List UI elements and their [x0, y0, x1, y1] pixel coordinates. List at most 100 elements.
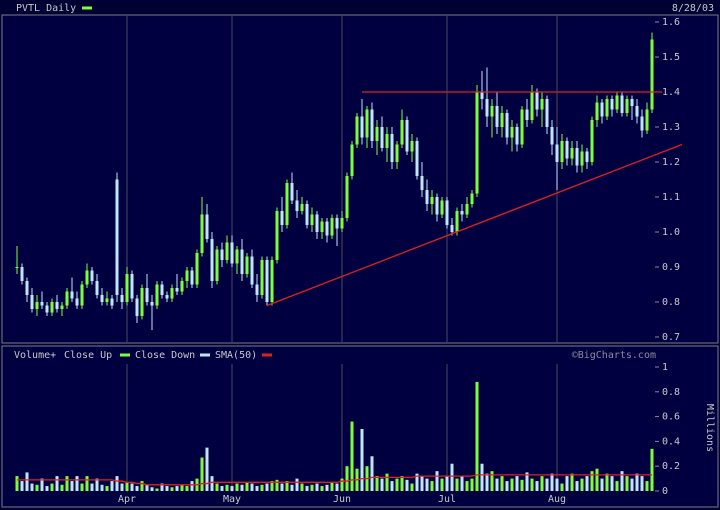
candle-body [445, 200, 449, 225]
candle-body [20, 267, 24, 281]
x-tick-label: Jun [333, 494, 351, 505]
candle-body [50, 302, 54, 313]
candle-body [385, 134, 389, 148]
volume-bar [30, 483, 34, 491]
candle-body [540, 99, 544, 110]
volume-bar [520, 479, 524, 491]
x-tick-label: Aug [548, 494, 566, 505]
candle-body [285, 183, 289, 225]
volume-bar [400, 476, 404, 491]
candle-body [160, 284, 164, 295]
volume-bar [225, 484, 229, 491]
volume-bar [610, 476, 614, 491]
volume-bar [435, 471, 439, 491]
candle-body [550, 127, 554, 145]
volume-bar [300, 483, 304, 491]
candle-body [525, 109, 529, 120]
candle-body [315, 214, 319, 232]
candle-body [230, 242, 234, 264]
candle-body [565, 141, 569, 159]
chart-title: PVTL Daily [16, 3, 76, 14]
candle-body [65, 291, 69, 306]
volume-bar [380, 478, 384, 491]
volume-bar [165, 486, 169, 491]
candle-body [455, 211, 459, 232]
volume-bar [475, 381, 479, 491]
candle-body [115, 179, 119, 295]
candle-body [490, 106, 494, 117]
volume-bar [600, 478, 604, 491]
volume-bar [155, 488, 159, 491]
volume-bar [430, 481, 434, 491]
candle-body [330, 218, 334, 236]
x-tick-label: Jul [438, 494, 456, 505]
candle-body [195, 253, 199, 285]
candle-body [580, 151, 584, 166]
x-tick-label: May [223, 494, 241, 505]
volume-bar [120, 483, 124, 491]
volume-bar [425, 478, 429, 491]
candle-body [610, 99, 614, 110]
candle-body [300, 204, 304, 211]
volume-bar [20, 481, 24, 491]
candle-body [415, 141, 419, 176]
candle-body [310, 214, 314, 225]
candle-body [35, 302, 39, 309]
candle-body [450, 225, 454, 232]
candle-body [110, 298, 114, 306]
volume-bar [505, 481, 509, 491]
candle-body [440, 200, 444, 215]
candle-body [520, 109, 524, 145]
candle-body [210, 239, 214, 281]
candle-body [220, 249, 224, 260]
volume-bar [535, 481, 539, 491]
candle-body [270, 260, 274, 302]
volume-bar [560, 483, 564, 491]
volume-bar [15, 476, 19, 491]
candle-body [600, 102, 604, 117]
volume-bar [280, 483, 284, 491]
candle-body [650, 39, 654, 110]
candle-body [150, 302, 154, 306]
candle-body [100, 295, 104, 302]
volume-bar [180, 484, 184, 491]
candle-body [470, 193, 474, 204]
volume-bar [620, 471, 624, 491]
volume-bar [230, 486, 234, 491]
volume-bar [640, 476, 644, 491]
candle-body [625, 99, 629, 113]
candle-body [295, 200, 299, 211]
candle-body [355, 116, 359, 145]
volume-bar [540, 476, 544, 491]
candle-body [185, 270, 189, 281]
candle-body [345, 176, 349, 218]
candle-body [180, 281, 184, 292]
candle-body [200, 214, 204, 253]
volume-bar [95, 478, 99, 491]
candle-body [320, 221, 324, 232]
volume-bar [240, 484, 244, 491]
volume-bar [135, 486, 139, 491]
y2-tick-label: 0.6 [662, 412, 680, 423]
volume-bar [85, 476, 89, 491]
candle-body [350, 144, 354, 176]
volume-bar [65, 476, 69, 491]
volume-title: Volume+ [14, 350, 56, 361]
volume-bar [510, 478, 514, 491]
volume-bar [635, 473, 639, 491]
candle-body [460, 211, 464, 215]
candle-body [125, 274, 129, 302]
volume-bar [545, 478, 549, 491]
y-tick-label: 1.0 [662, 227, 680, 238]
candle-body [130, 274, 134, 299]
volume-bar [650, 448, 654, 491]
volume-bar [595, 468, 599, 491]
volume-bar [630, 478, 634, 491]
candle-body [140, 288, 144, 316]
candle-body [280, 211, 284, 225]
source: ©BigCharts.com [572, 350, 656, 361]
volume-bar [490, 471, 494, 491]
y-tick-label: 1.5 [662, 52, 680, 63]
candle-body [290, 183, 294, 201]
